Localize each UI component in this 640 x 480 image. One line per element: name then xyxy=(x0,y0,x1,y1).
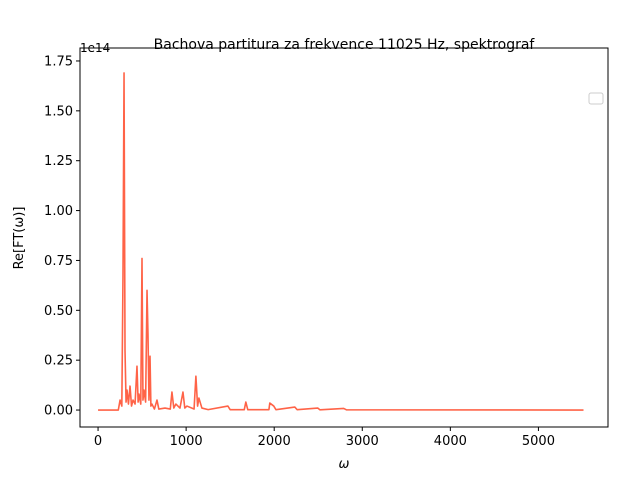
y-tick-label: 1.00 xyxy=(44,204,73,219)
y-tick-label: 0.00 xyxy=(44,404,73,419)
chart-title: Bachova partitura za frekvence 11025 Hz,… xyxy=(154,37,536,53)
x-tick-label: 5000 xyxy=(522,434,555,449)
y-tick-label: 1.50 xyxy=(44,104,73,119)
x-tick-label: 1000 xyxy=(170,434,203,449)
y-axis-label: Re[FT(ω)] xyxy=(12,207,27,270)
x-tick-label: 4000 xyxy=(434,434,467,449)
x-tick-label: 2000 xyxy=(258,434,291,449)
y-tick-label: 1.25 xyxy=(44,154,73,169)
y-tick-label: 0.75 xyxy=(44,254,73,269)
axes-frame xyxy=(79,47,609,428)
legend-box xyxy=(588,92,604,105)
y-tick-label: 1.75 xyxy=(44,54,73,69)
y-tick-label: 0.25 xyxy=(44,354,73,369)
x-tick-label: 0 xyxy=(94,434,102,449)
line-series xyxy=(98,72,584,411)
x-tick-label: 3000 xyxy=(346,434,379,449)
x-axis-label: ω xyxy=(339,457,350,472)
y-tick-label: 0.50 xyxy=(44,304,73,319)
